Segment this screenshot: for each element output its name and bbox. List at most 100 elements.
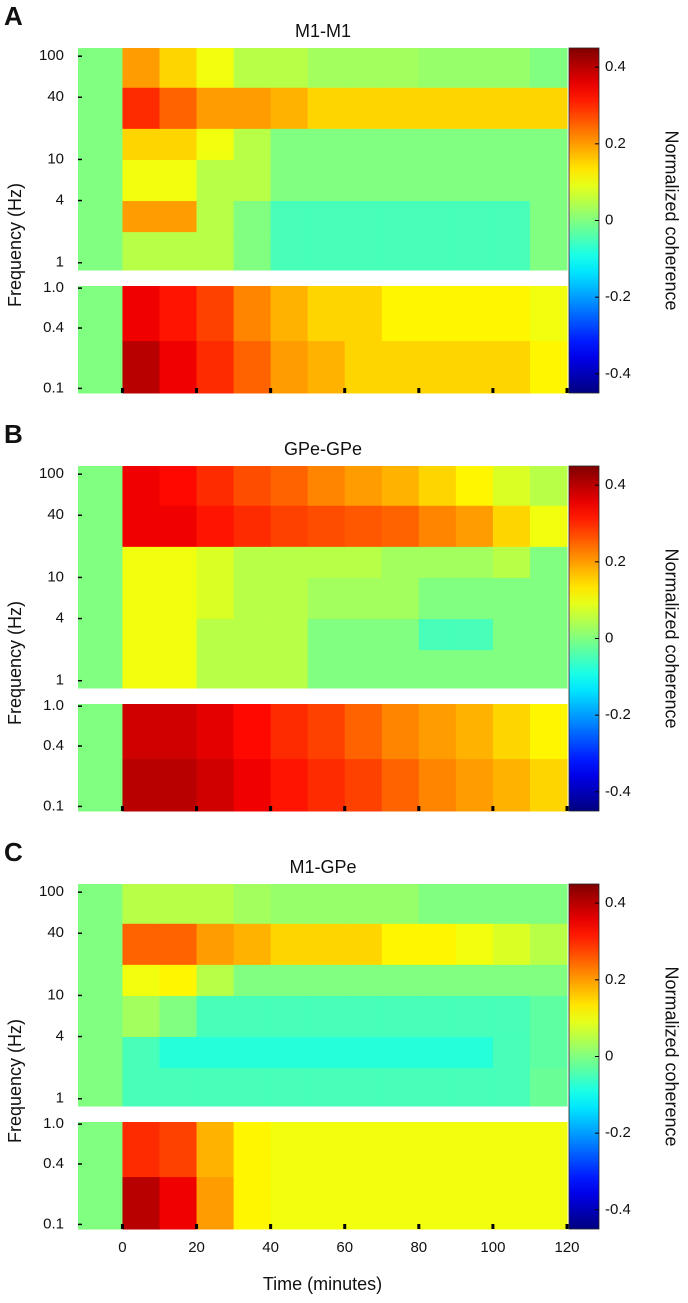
heat-cell <box>381 964 420 996</box>
x-tick-label: 40 <box>262 1239 279 1256</box>
colorbar <box>568 465 600 812</box>
heat-cell <box>270 466 309 506</box>
heat-cell <box>344 159 383 202</box>
heat-cell <box>270 505 309 547</box>
heat-cell <box>492 923 531 965</box>
colorbar <box>568 883 600 1230</box>
colorbar-tick-label: 0.4 <box>605 58 626 75</box>
heat-cell <box>122 1122 160 1178</box>
heat-cell <box>159 964 198 996</box>
heat-cell <box>122 884 160 924</box>
heat-cell <box>307 1122 346 1178</box>
y-axis-label: Frequency (Hz) <box>5 183 25 307</box>
heat-cell <box>233 128 272 160</box>
heat-cell <box>307 884 346 924</box>
heat-cell <box>344 923 383 965</box>
heat-cell <box>78 159 123 202</box>
heat-cell <box>270 964 309 996</box>
heat-cell <box>159 884 198 924</box>
heat-cell <box>159 466 198 506</box>
heat-cell <box>344 964 383 996</box>
heat-cell <box>159 1122 198 1178</box>
heat-cell <box>492 884 531 924</box>
colorbar-label: Normalized coherence <box>661 130 681 310</box>
panel-letter: B <box>4 419 23 449</box>
heat-cell <box>418 48 457 88</box>
heat-cell <box>122 1067 160 1107</box>
heat-cell <box>122 1176 160 1230</box>
heat-cell <box>455 1067 494 1107</box>
y-tick-label: 0.1 <box>43 797 64 814</box>
heat-cell <box>529 505 568 547</box>
heat-cell <box>455 505 494 547</box>
y-tick-label: 1.0 <box>43 1115 64 1132</box>
heat-cell <box>492 1122 531 1178</box>
heat-cell <box>233 923 272 965</box>
x-tick-label: 0 <box>118 1239 126 1256</box>
heat-cell <box>78 286 123 342</box>
heat-cell <box>381 231 420 271</box>
heat-cell <box>233 546 272 578</box>
heat-cell <box>196 923 235 965</box>
heat-cell <box>270 159 309 202</box>
heat-cell <box>233 1036 272 1069</box>
heat-cell <box>196 340 235 394</box>
heat-cell <box>492 964 531 996</box>
heat-cell <box>492 159 531 202</box>
heat-cell <box>233 577 272 620</box>
heat-cell <box>196 546 235 578</box>
heat-cell <box>492 286 531 342</box>
heat-cell <box>381 48 420 88</box>
heat-cell <box>492 618 531 651</box>
heat-cell <box>196 1067 235 1107</box>
heat-cell <box>270 995 309 1038</box>
heat-cell <box>270 48 309 88</box>
heat-cell <box>78 577 123 620</box>
colorbar-tick-label: -0.2 <box>605 706 631 723</box>
heat-cell <box>196 577 235 620</box>
heat-cell <box>344 48 383 88</box>
heat-cell <box>492 466 531 506</box>
heat-cell <box>307 758 346 812</box>
heat-cell <box>381 884 420 924</box>
heat-cell <box>270 577 309 620</box>
heat-cell <box>159 546 198 578</box>
heat-cell <box>529 1067 568 1107</box>
heat-cell <box>233 340 272 394</box>
heat-cell <box>159 704 198 760</box>
heat-cell <box>122 758 160 812</box>
heat-cell <box>233 159 272 202</box>
y-tick-label: 0.1 <box>43 1215 64 1232</box>
heat-cell <box>307 618 346 651</box>
heat-cell <box>196 649 235 689</box>
heat-cell <box>159 923 198 965</box>
heat-cell <box>233 1122 272 1178</box>
heat-cell <box>418 758 457 812</box>
y-tick-label: 0.4 <box>43 319 64 336</box>
heat-cell <box>78 923 123 965</box>
x-tick-label: 80 <box>410 1239 427 1256</box>
heat-cell <box>381 1122 420 1178</box>
heat-cell <box>455 884 494 924</box>
y-tick-label: 0.4 <box>43 1155 64 1172</box>
heat-cell <box>455 286 494 342</box>
heat-cell <box>196 884 235 924</box>
heat-cell <box>270 286 309 342</box>
heat-cell <box>492 340 531 394</box>
heat-cell <box>159 87 198 129</box>
heat-cell <box>344 200 383 233</box>
heat-cell <box>307 577 346 620</box>
heat-cell <box>529 159 568 202</box>
heat-cell <box>270 884 309 924</box>
heat-cell <box>529 231 568 271</box>
heat-cell <box>529 577 568 620</box>
heat-cell <box>270 704 309 760</box>
heat-cell <box>455 1122 494 1178</box>
heat-cell <box>529 128 568 160</box>
heat-cell <box>122 48 160 88</box>
heat-cell <box>196 964 235 996</box>
heat-cell <box>78 546 123 578</box>
heat-cell <box>344 466 383 506</box>
heat-cell <box>455 704 494 760</box>
